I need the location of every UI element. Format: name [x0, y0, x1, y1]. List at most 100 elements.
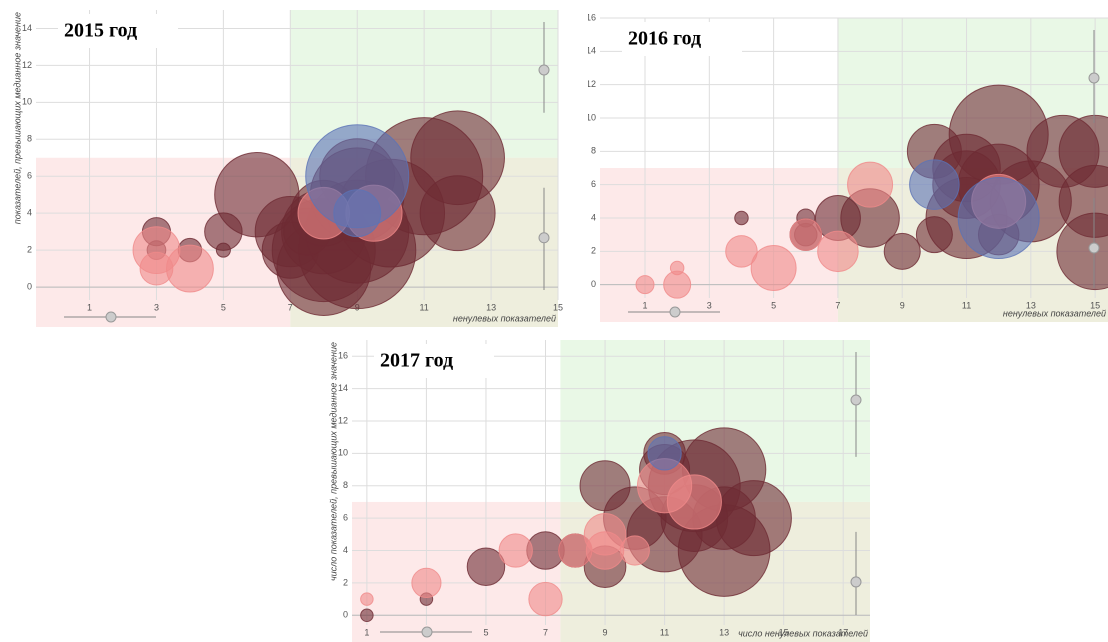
quadrant-low-left	[352, 501, 561, 642]
y-tick-label: 0	[591, 279, 596, 289]
bubble	[647, 436, 682, 471]
bubble	[666, 474, 722, 530]
y-tick-label: 10	[588, 112, 596, 122]
y-tick-label: 0	[343, 610, 348, 620]
chart-title: 2017 год	[380, 350, 453, 372]
x-tick-label: 11	[419, 302, 428, 312]
x-tick-label: 1	[87, 302, 92, 312]
y-tick-label: 6	[591, 179, 596, 189]
bubble	[734, 210, 749, 226]
bubble	[419, 175, 496, 252]
bubble-chart: 135791113151702468101214162017 годчисло …	[328, 340, 870, 642]
chart-title: 2015 год	[64, 20, 137, 42]
title-box	[622, 22, 742, 56]
x-tick-label: 9	[603, 627, 608, 637]
y-tick-label: 12	[588, 79, 596, 89]
x-tick-label: 9	[900, 300, 905, 310]
bubble	[1056, 212, 1108, 291]
bubble-chart: 13579111315024681012142015 годненулевых …	[12, 10, 563, 327]
x-tick-label: 13	[486, 302, 496, 312]
bubble	[635, 275, 655, 295]
nav-icon	[105, 311, 117, 323]
y-axis-label: показателей, превышающих медианное значе…	[12, 12, 22, 224]
x-tick-label: 5	[771, 300, 776, 310]
nav-icon	[1088, 72, 1100, 84]
y-tick-label: 4	[343, 545, 348, 555]
x-axis-label: ненулевых показателей	[453, 313, 556, 323]
bubble	[847, 161, 894, 208]
chart-title: 2016 год	[628, 28, 701, 50]
x-axis-label: ненулевых показателей	[1003, 308, 1106, 318]
nav-icon	[421, 626, 433, 638]
title-box	[58, 14, 178, 48]
y-tick-label: 6	[343, 513, 348, 523]
y-tick-label: 8	[27, 134, 32, 144]
y-tick-label: 2	[27, 245, 32, 255]
x-tick-label: 5	[483, 627, 488, 637]
bubble	[333, 189, 382, 238]
bubble	[619, 535, 650, 566]
bubble	[585, 531, 625, 570]
x-tick-label: 1	[643, 300, 648, 310]
nav-icon	[538, 64, 550, 76]
x-tick-label: 13	[719, 627, 729, 637]
bubble	[166, 244, 214, 293]
x-tick-label: 7	[835, 300, 840, 310]
x-tick-label: 15	[553, 302, 563, 312]
bubble	[411, 567, 442, 598]
y-tick-label: 4	[27, 208, 32, 218]
bubble	[466, 547, 506, 586]
y-tick-label: 2	[591, 246, 596, 256]
y-tick-label: 6	[27, 171, 32, 181]
bubble	[498, 533, 533, 568]
x-tick-label: 15	[1090, 300, 1100, 310]
y-tick-label: 14	[338, 383, 348, 393]
x-tick-label: 5	[221, 302, 226, 312]
bubble	[528, 581, 563, 617]
bubble	[215, 242, 231, 258]
x-tick-label: 13	[1026, 300, 1036, 310]
x-tick-label: 11	[660, 627, 669, 637]
y-tick-label: 8	[591, 146, 596, 156]
y-tick-label: 14	[588, 46, 596, 56]
x-tick-label: 17	[838, 627, 848, 637]
y-tick-label: 12	[22, 60, 32, 70]
y-tick-label: 16	[338, 351, 348, 361]
y-tick-label: 10	[338, 448, 348, 458]
bubble	[817, 230, 859, 273]
title-box	[374, 344, 494, 378]
y-tick-label: 0	[27, 281, 32, 291]
x-tick-label: 1	[364, 627, 369, 637]
y-tick-label: 8	[343, 480, 348, 490]
y-tick-label: 4	[591, 212, 596, 222]
x-tick-label: 3	[154, 302, 159, 312]
y-tick-label: 10	[22, 97, 32, 107]
bubble	[360, 608, 374, 623]
bubble	[909, 159, 960, 210]
bubble	[715, 480, 792, 557]
nav-icon	[669, 306, 681, 318]
bubble	[669, 260, 685, 276]
x-tick-label: 7	[543, 627, 548, 637]
nav-icon	[850, 394, 862, 406]
nav-icon	[538, 232, 550, 244]
y-tick-label: 12	[338, 415, 348, 425]
nav-icon	[850, 576, 862, 588]
x-tick-label: 11	[962, 300, 971, 310]
y-axis-label: число показателей, превышающих медианное…	[328, 342, 338, 581]
bubble	[360, 592, 374, 606]
x-tick-label: 7	[288, 302, 293, 312]
y-tick-label: 14	[22, 23, 32, 33]
nav-icon	[1088, 242, 1100, 254]
bubble	[789, 218, 823, 251]
x-tick-label: 3	[707, 300, 712, 310]
y-tick-label: 16	[588, 12, 596, 22]
y-tick-label: 2	[343, 577, 348, 587]
x-tick-label: 15	[779, 627, 789, 637]
bubble	[883, 232, 921, 270]
bubble	[957, 176, 1040, 260]
bubble	[750, 244, 797, 292]
x-axis-label: число ненулевых показателей	[738, 628, 868, 638]
